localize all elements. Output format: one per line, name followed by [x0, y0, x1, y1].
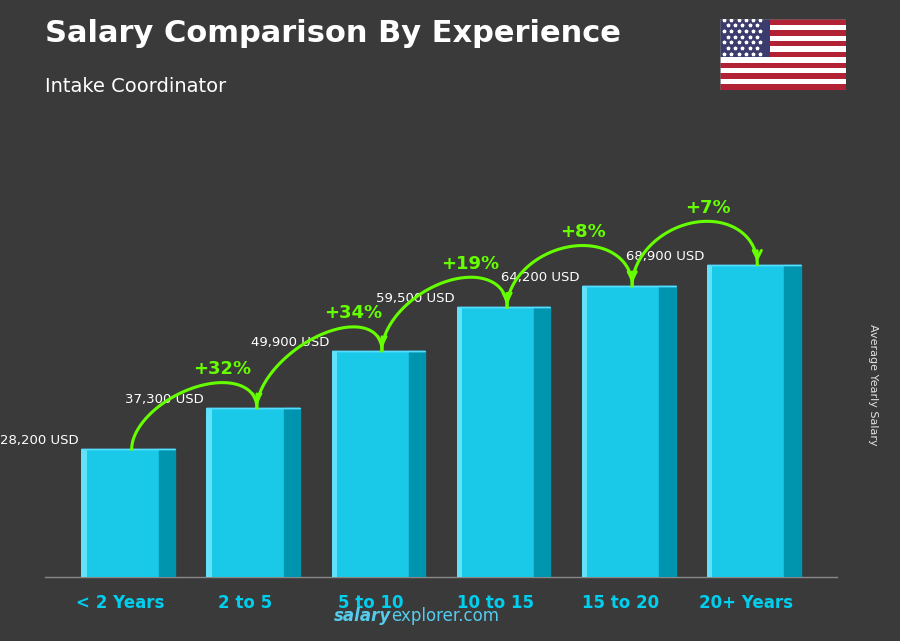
Text: 20+ Years: 20+ Years — [698, 594, 793, 612]
Polygon shape — [535, 307, 551, 577]
Polygon shape — [159, 449, 176, 577]
Text: Intake Coordinator: Intake Coordinator — [45, 77, 226, 96]
Bar — [720, 46, 846, 52]
Bar — [706, 265, 712, 577]
Text: salary: salary — [334, 607, 392, 625]
Bar — [720, 19, 846, 24]
Bar — [206, 408, 211, 577]
Text: 15 to 20: 15 to 20 — [582, 594, 659, 612]
Text: explorer.com: explorer.com — [392, 607, 500, 625]
Bar — [706, 265, 785, 577]
Bar — [720, 79, 846, 85]
Bar — [720, 30, 846, 35]
Bar — [456, 307, 462, 577]
Bar — [720, 24, 846, 30]
Bar — [720, 57, 846, 63]
Text: 2 to 5: 2 to 5 — [218, 594, 273, 612]
Text: 10 to 15: 10 to 15 — [457, 594, 534, 612]
Text: 28,200 USD: 28,200 USD — [0, 434, 79, 447]
Bar — [456, 307, 535, 577]
Text: Salary Comparison By Experience: Salary Comparison By Experience — [45, 19, 621, 48]
Bar — [720, 35, 846, 41]
Bar — [720, 63, 846, 68]
Text: +8%: +8% — [561, 223, 606, 241]
Bar — [720, 41, 846, 46]
Bar — [331, 351, 337, 577]
Bar — [720, 68, 846, 74]
Bar — [720, 19, 770, 57]
Polygon shape — [660, 286, 676, 577]
Bar — [720, 52, 846, 57]
Bar — [331, 351, 410, 577]
Text: +19%: +19% — [441, 254, 499, 273]
Text: 5 to 10: 5 to 10 — [338, 594, 403, 612]
Polygon shape — [284, 408, 301, 577]
Text: 49,900 USD: 49,900 USD — [250, 336, 329, 349]
Text: Average Yearly Salary: Average Yearly Salary — [868, 324, 878, 445]
Bar — [81, 449, 159, 577]
Polygon shape — [410, 351, 426, 577]
Polygon shape — [785, 265, 801, 577]
Text: +7%: +7% — [686, 199, 731, 217]
Bar — [720, 74, 846, 79]
Text: 68,900 USD: 68,900 USD — [626, 249, 705, 263]
Bar — [206, 408, 284, 577]
Bar — [720, 85, 846, 90]
Text: +32%: +32% — [193, 360, 251, 378]
Text: < 2 Years: < 2 Years — [76, 594, 165, 612]
Bar — [81, 449, 86, 577]
Text: 37,300 USD: 37,300 USD — [125, 393, 204, 406]
Bar — [581, 286, 587, 577]
Text: 59,500 USD: 59,500 USD — [375, 292, 454, 305]
Bar — [581, 286, 660, 577]
Text: +34%: +34% — [324, 304, 382, 322]
Text: 64,200 USD: 64,200 USD — [500, 271, 580, 284]
